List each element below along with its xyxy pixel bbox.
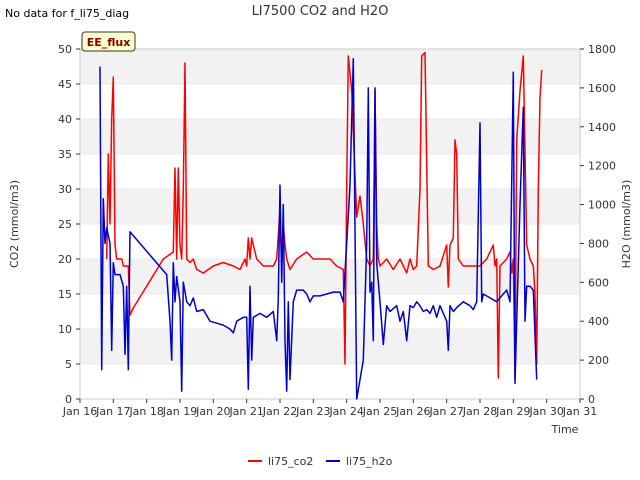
ytick-right-label-2: 400 [588,315,609,328]
ytick-right-label-5: 1000 [588,199,616,212]
x-axis-label: Time [551,423,579,436]
ytick-right-label-8: 1600 [588,82,616,95]
ytick-right-label-6: 1200 [588,160,616,173]
xtick-label-9: Jan 25 [362,405,397,418]
band-9 [80,49,580,84]
xtick-label-13: Jan 29 [495,405,530,418]
xtick-label-7: Jan 23 [295,405,330,418]
xtick-label-1: Jan 17 [95,405,130,418]
band-8 [80,84,580,119]
series-line-li75_h2o [99,57,538,400]
y-axis-right-label: H2O (mmol/m3) [620,180,633,269]
ytick-right-label-0: 0 [588,393,595,406]
chart-title: LI7500 CO2 and H2O [252,4,389,19]
xtick-label-0: Jan 16 [62,405,97,418]
xtick-label-11: Jan 27 [428,405,463,418]
band-6 [80,154,580,189]
ytick-left-label-4: 20 [58,253,72,266]
no-data-note: No data for f_li75_diag [5,7,129,20]
ytick-left-label-7: 35 [58,148,72,161]
badge-label: EE_flux [87,36,131,49]
band-4 [80,224,580,259]
ytick-left-label-9: 45 [58,78,72,91]
band-2 [80,294,580,329]
xtick-label-12: Jan 28 [462,405,497,418]
xtick-label-15: Jan 31 [562,405,597,418]
y-axis-left-ticks: 0 5 10 15 20 25 30 35 40 45 50 [58,43,80,406]
xtick-label-4: Jan 20 [195,405,230,418]
xtick-label-8: Jan 24 [328,405,363,418]
ytick-left-label-8: 40 [58,113,72,126]
ytick-left-label-2: 10 [58,323,72,336]
y-axis-right-ticks: 0 200 400 600 800 1000 1200 1400 1600 1800 [580,43,616,406]
ytick-left-label-5: 25 [58,218,72,231]
band-5 [80,189,580,224]
series-layer [99,51,543,400]
ee-flux-badge: EE_flux [81,31,136,52]
xtick-label-3: Jan 19 [162,405,197,418]
y-axis-left-label: CO2 (mmol/m3) [8,180,21,268]
ytick-left-label-3: 15 [58,288,72,301]
ytick-right-label-4: 800 [588,237,609,250]
ytick-right-label-7: 1400 [588,121,616,134]
xtick-label-2: Jan 18 [128,405,163,418]
band-7 [80,119,580,154]
band-0 [80,364,580,399]
xtick-label-14: Jan 30 [528,405,563,418]
ytick-right-label-9: 1800 [588,43,616,56]
series-line-li75_co2 [105,51,543,379]
ytick-right-label-1: 200 [588,354,609,367]
legend-label-co2: li75_co2 [268,455,313,468]
xtick-label-10: Jan 26 [395,405,430,418]
band-1 [80,329,580,364]
band-3 [80,259,580,294]
xtick-label-5: Jan 21 [228,405,263,418]
legend-label-h2o: li75_h2o [346,455,393,468]
legend: li75_co2 li75_h2o [248,455,393,468]
xtick-label-6: Jan 22 [262,405,297,418]
ytick-left-label-6: 30 [58,183,72,196]
ytick-right-label-3: 600 [588,276,609,289]
ytick-left-label-0: 0 [65,393,72,406]
ytick-left-label-10: 50 [58,43,72,56]
ytick-left-label-1: 5 [65,358,72,371]
